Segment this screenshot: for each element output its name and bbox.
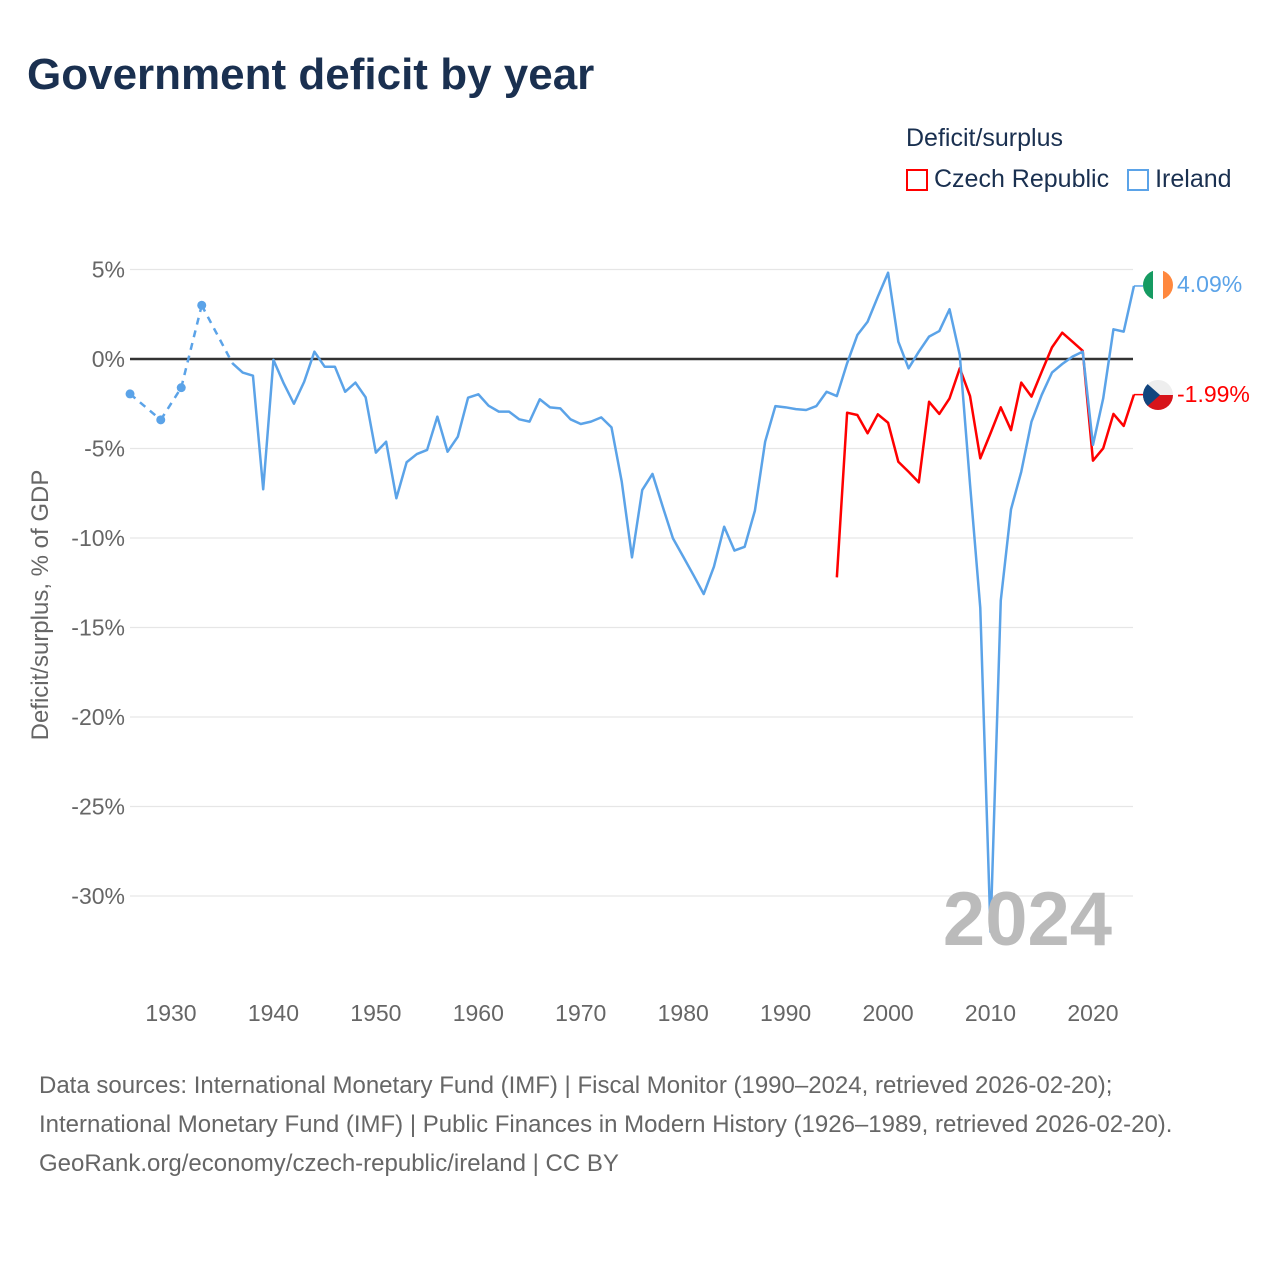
ireland-gap-line	[129, 392, 162, 421]
y-tick-label: -20%	[71, 704, 125, 730]
ireland-end-label: 4.09%	[1177, 271, 1242, 297]
line-chart: 5% 0% -5% -10% -15% -20% -25% -30% 1930 1940 1950 1…	[27, 257, 1250, 1027]
czech-end-label: -1.99%	[1177, 381, 1250, 407]
czech-flag-icon	[1143, 380, 1173, 410]
x-tick-label: 2020	[1067, 1000, 1118, 1026]
y-tick-label: -5%	[84, 436, 125, 462]
y-axis-label: Deficit/surplus, % of GDP	[27, 470, 54, 741]
legend-item-czech-republic[interactable]: Czech Republic	[906, 165, 1109, 194]
y-tick-label: 0%	[92, 346, 125, 372]
legend-swatch-ireland	[1127, 168, 1150, 191]
x-tick-label: 1930	[145, 1000, 196, 1026]
ireland-line	[231, 271, 1136, 934]
ireland-gap-line	[159, 386, 183, 421]
y-tick-label: -30%	[71, 883, 125, 909]
legend-label: Czech Republic	[934, 165, 1110, 193]
legend: Czech Republic Ireland	[906, 165, 1232, 194]
current-year-label: 2024	[943, 877, 1112, 962]
czech-republic-line	[835, 331, 1136, 578]
y-tick-label: 5%	[92, 257, 125, 283]
x-tick-label: 1970	[555, 1000, 606, 1026]
legend-swatch-czech	[906, 168, 928, 191]
y-tick-label: -10%	[71, 525, 125, 551]
data-sources: Data sources: International Monetary Fun…	[39, 1072, 1173, 1138]
x-tick-label: 2000	[862, 1000, 913, 1026]
footer: Data sources: International Monetary Fun…	[39, 1066, 1239, 1183]
credit-link[interactable]: GeoRank.org/economy/czech-republic/irela…	[39, 1150, 619, 1177]
x-tick-label: 1950	[350, 1000, 401, 1026]
chart-title: Government deficit by year	[27, 50, 595, 99]
legend-title: Deficit/surplus	[906, 124, 1063, 152]
ireland-gap-line	[200, 304, 234, 364]
legend-item-ireland[interactable]: Ireland	[1127, 165, 1232, 194]
y-tick-label: -15%	[71, 615, 125, 641]
ireland-flag-icon	[1143, 270, 1173, 300]
ireland-gap-line	[180, 304, 203, 388]
x-tick-label: 2010	[965, 1000, 1016, 1026]
x-tick-label: 1960	[453, 1000, 504, 1026]
legend-label: Ireland	[1155, 165, 1232, 193]
x-tick-label: 1990	[760, 1000, 811, 1026]
x-tick-label: 1980	[658, 1000, 709, 1026]
x-tick-label: 1940	[248, 1000, 299, 1026]
y-tick-label: -25%	[71, 794, 125, 820]
